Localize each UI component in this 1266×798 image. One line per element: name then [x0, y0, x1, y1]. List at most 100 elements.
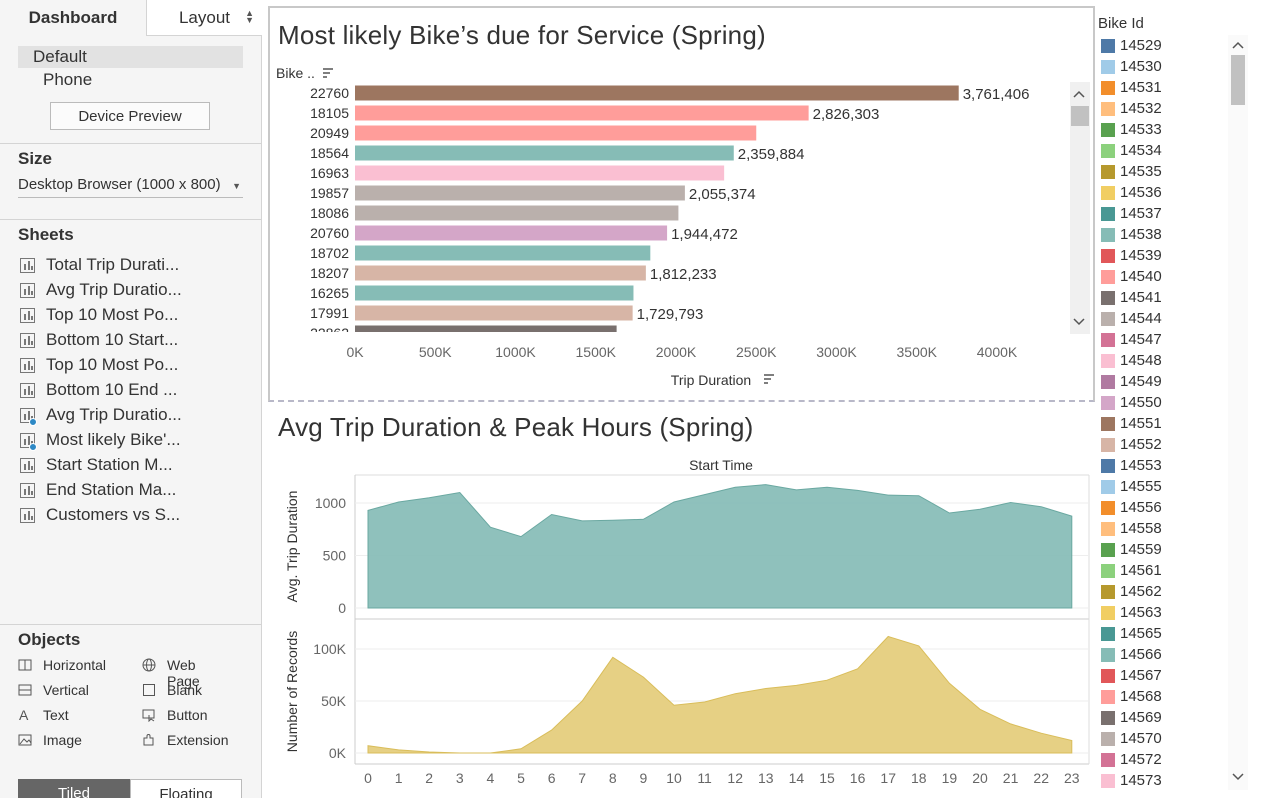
legend-swatch [1101, 144, 1115, 158]
hour-tick-label: 6 [548, 770, 556, 786]
avg-duration-area[interactable] [367, 484, 1073, 609]
bar[interactable] [355, 285, 634, 301]
legend-swatch [1101, 648, 1115, 662]
bar[interactable] [355, 85, 959, 101]
tab-layout[interactable]: Layout ▲ ▼ [146, 0, 262, 36]
hour-tick-label: 18 [911, 770, 927, 786]
x-axis-label: Trip Duration [671, 372, 751, 388]
bar[interactable] [355, 145, 734, 161]
legend-swatch [1101, 228, 1115, 242]
sheet-item[interactable]: Total Trip Durati... [20, 255, 250, 277]
sheet-item[interactable]: Customers vs S... [20, 505, 250, 527]
sheet-item-label: Customers vs S... [46, 505, 181, 524]
legend-label: 14535 [1120, 163, 1162, 180]
legend-swatch [1101, 459, 1115, 473]
legend-label: 14547 [1120, 331, 1162, 348]
legend-swatch [1101, 249, 1115, 263]
category-header[interactable]: Bike .. [276, 65, 315, 81]
x-tick-label: 2500K [736, 344, 777, 360]
legend-swatch [1101, 585, 1115, 599]
scroll-up-icon[interactable] [1232, 41, 1244, 49]
legend-label: 14565 [1120, 625, 1162, 642]
legend-swatch [1101, 81, 1115, 95]
sheet-item[interactable]: Bottom 10 Start... [20, 330, 250, 352]
sheet-item[interactable]: Start Station M... [20, 455, 250, 477]
legend-swatch [1101, 711, 1115, 725]
floating-button[interactable]: Floating [130, 779, 242, 798]
check-badge-icon [29, 443, 37, 451]
legend-swatch [1101, 102, 1115, 116]
legend-label: 14539 [1120, 247, 1162, 264]
horizontal-icon [18, 658, 32, 672]
worksheet-icon [20, 283, 35, 298]
panel-tabs: Dashboard Layout ▲ ▼ [0, 0, 262, 36]
sheet-item[interactable]: Most likely Bike'... [20, 430, 250, 452]
y-tick-label: 1000 [315, 495, 346, 511]
bar[interactable] [355, 125, 757, 141]
bar[interactable] [355, 205, 679, 221]
bike-id-label: 18105 [310, 105, 349, 121]
sheet-item[interactable]: End Station Ma... [20, 480, 250, 502]
legend-swatch [1101, 375, 1115, 389]
divider [0, 624, 262, 625]
records-area[interactable] [367, 635, 1073, 754]
bar[interactable] [355, 105, 809, 121]
legend-swatch [1101, 186, 1115, 200]
extension-icon [142, 733, 156, 747]
scroll-down-icon[interactable] [1232, 773, 1244, 781]
legend-label: 14552 [1120, 436, 1162, 453]
tiled-button[interactable]: Tiled [18, 779, 130, 798]
legend-swatch [1101, 627, 1115, 641]
y-tick-label: 100K [313, 641, 346, 657]
legend-label: 14530 [1120, 58, 1162, 75]
tab-dashboard[interactable]: Dashboard [0, 0, 146, 36]
vertical-icon [18, 683, 32, 697]
bar-scroll-thumb[interactable] [1071, 106, 1089, 126]
x-tick-label: 1500K [576, 344, 617, 360]
sheet-item[interactable]: Avg Trip Duratio... [20, 405, 250, 427]
bar[interactable] [355, 185, 685, 201]
sort-icon[interactable] [764, 374, 774, 384]
worksheet-icon [20, 333, 35, 348]
legend-scroll-thumb[interactable] [1231, 55, 1245, 105]
bike-service-sheet[interactable] [268, 6, 1095, 402]
bike-id-label: 19857 [310, 185, 349, 201]
bike-id-label: 22760 [310, 85, 349, 101]
sheet-item-label: Avg Trip Duratio... [46, 280, 182, 299]
sheet-item-label: Bottom 10 End ... [46, 380, 178, 399]
bar-rows: 22760 3,761,406 18105 2,826,303 20949 18564 2,… [310, 85, 1029, 341]
sheet-item-label: Start Station M... [46, 455, 173, 474]
sheet-item[interactable]: Bottom 10 End ... [20, 380, 250, 402]
sheet-item[interactable]: Avg Trip Duratio... [20, 280, 250, 302]
size-dropdown[interactable]: Desktop Browser (1000 x 800) ▼ [18, 176, 243, 198]
sheet-item[interactable]: Top 10 Most Po... [20, 305, 250, 327]
legend-label: 14536 [1120, 184, 1162, 201]
worksheet-icon [20, 458, 35, 473]
hour-tick-label: 8 [609, 770, 617, 786]
hour-tick-label: 0 [364, 770, 372, 786]
legend-scrollbar[interactable] [1228, 35, 1248, 790]
hour-tick-label: 23 [1064, 770, 1080, 786]
text-icon: A [18, 707, 32, 723]
bar-scrollbar[interactable] [1070, 82, 1090, 334]
objects-section-title: Objects [18, 630, 81, 649]
bar[interactable] [355, 305, 633, 321]
bar-data-label: 2,055,374 [689, 186, 756, 203]
bar[interactable] [355, 265, 646, 281]
bar[interactable] [355, 165, 725, 181]
tiled-floating-toggle: Tiled Floating [18, 779, 242, 798]
sort-icon[interactable] [323, 68, 333, 78]
bar-chart[interactable]: Bike .. 22760 3,761,406 18105 2,826,303 20949… [270, 60, 1093, 400]
bar[interactable] [355, 225, 668, 241]
scroll-down-icon[interactable] [1073, 318, 1085, 326]
legend-swatch [1101, 333, 1115, 347]
scroll-up-icon[interactable] [1073, 90, 1085, 98]
device-default[interactable]: Default [18, 46, 243, 68]
device-preview-button[interactable]: Device Preview [50, 102, 210, 130]
bar[interactable] [355, 245, 651, 261]
sheet-item[interactable]: Top 10 Most Po... [20, 355, 250, 377]
bar[interactable] [355, 325, 617, 341]
x-tick-label: 1000K [495, 344, 536, 360]
device-phone[interactable]: Phone [43, 70, 93, 89]
